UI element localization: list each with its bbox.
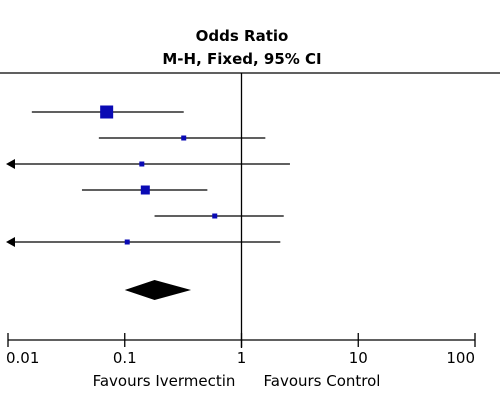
study-effect-marker (181, 135, 187, 141)
study-row (31, 105, 184, 119)
favours-right-label: Favours Control (264, 372, 381, 390)
study-row (154, 213, 284, 219)
pooled-estimate-diamond (124, 280, 192, 300)
x-tick-label: 1 (237, 349, 247, 367)
x-tick-label: 0.1 (113, 349, 137, 367)
chart-subtitle: M-H, Fixed, 95% CI (162, 50, 321, 68)
study-effect-marker (140, 185, 150, 195)
x-tick-label: 0.01 (6, 349, 39, 367)
study-row (6, 159, 290, 169)
study-row (6, 237, 281, 247)
plot-area (6, 73, 290, 348)
ci-arrow-left (6, 237, 15, 247)
study-row (81, 185, 208, 195)
study-effect-marker (100, 105, 114, 119)
study-effect-marker (139, 161, 145, 167)
chart-title: Odds Ratio (196, 27, 289, 45)
ci-arrow-left (6, 159, 15, 169)
study-row (98, 135, 266, 141)
favours-left-label: Favours Ivermectin (93, 372, 236, 390)
study-effect-marker (212, 213, 218, 219)
x-tick-label: 100 (446, 349, 475, 367)
x-axis: 0.01 0.1 1 10 100 (6, 333, 476, 367)
x-tick-label: 10 (349, 349, 368, 367)
study-effect-marker (124, 239, 130, 245)
